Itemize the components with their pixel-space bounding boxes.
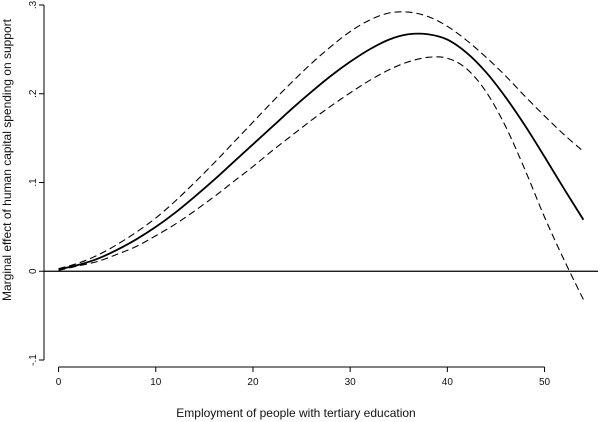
plot-area <box>44 11 598 300</box>
upper-ci-line <box>58 11 584 270</box>
x-axis-title: Employment of people with tertiary educa… <box>176 406 415 420</box>
marginal-effect-line <box>58 32 585 271</box>
y-tick-label: .2 <box>28 89 39 98</box>
y-tick-label: .1 <box>28 178 39 187</box>
y-axis-title: Marginal effect of human capital spendin… <box>0 18 14 301</box>
y-tick-label: -.1 <box>28 354 39 366</box>
lower-ci-line <box>58 56 584 300</box>
y-tick-label: 0 <box>28 268 39 274</box>
x-tick-label: 40 <box>442 377 454 388</box>
x-tick-label: 50 <box>539 377 551 388</box>
axes: -.1 0 .1 .2 .3 0 10 20 30 40 50 <box>28 0 551 388</box>
x-tick-label: 30 <box>345 377 357 388</box>
x-tick-label: 20 <box>247 377 259 388</box>
x-tick-label: 0 <box>56 377 62 388</box>
y-tick-label: .3 <box>28 0 39 9</box>
x-tick-label: 10 <box>150 377 162 388</box>
